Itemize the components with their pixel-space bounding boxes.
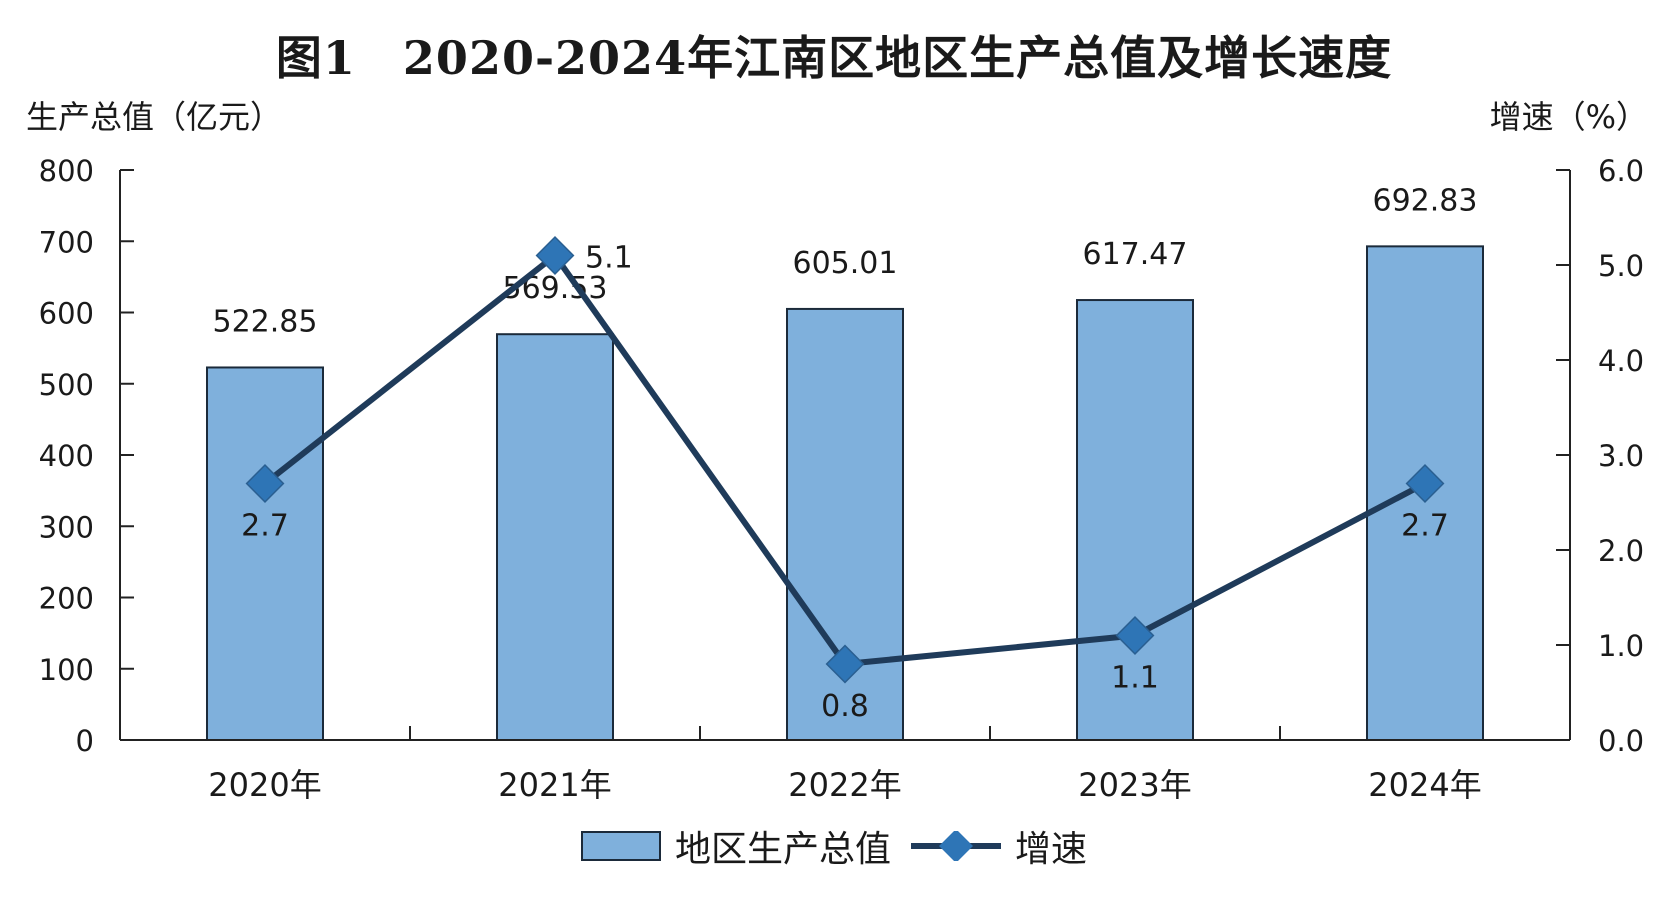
y-left-tick-label: 800 xyxy=(39,154,94,188)
x-tick-label: 2024年 xyxy=(1368,766,1481,804)
line-data-label: 0.8 xyxy=(821,689,869,724)
bar-data-label: 605.01 xyxy=(793,246,898,281)
y-left-tick-label: 100 xyxy=(39,653,94,687)
growth-marker xyxy=(1115,616,1155,655)
x-tick-label: 2021年 xyxy=(498,766,611,804)
bar-data-label: 522.85 xyxy=(213,304,318,339)
growth-marker xyxy=(245,464,285,503)
bar xyxy=(1076,299,1194,741)
x-tick-label: 2023年 xyxy=(1078,766,1191,804)
y-left-tick-label: 200 xyxy=(39,582,94,616)
line-data-label: 2.7 xyxy=(1401,509,1449,544)
y-left-tick-label: 600 xyxy=(39,297,94,331)
x-tick-label: 2022年 xyxy=(788,766,901,804)
y-left-tick-label: 0 xyxy=(76,724,94,758)
y-left-tick-label: 400 xyxy=(39,439,94,473)
bar-data-label: 617.47 xyxy=(1083,237,1188,272)
line-data-label: 2.7 xyxy=(241,509,289,544)
y-right-tick-label: 1.0 xyxy=(1598,629,1644,663)
y-right-tick-label: 5.0 xyxy=(1598,249,1644,283)
bar-data-label: 692.83 xyxy=(1373,183,1478,218)
y-right-tick-label: 2.0 xyxy=(1598,534,1644,568)
y-right-tick-label: 0.0 xyxy=(1598,724,1644,758)
y-left-tick-label: 500 xyxy=(39,368,94,402)
y-left-axis-title: 生产总值（亿元） xyxy=(26,98,283,136)
legend-item-line: 增速 xyxy=(891,820,1087,872)
y-right-tick-label: 4.0 xyxy=(1598,344,1644,378)
x-tick-label: 2020年 xyxy=(208,766,321,804)
legend-item-bar: 地区生产总值 xyxy=(580,820,891,872)
bar xyxy=(496,333,614,741)
y-left-tick-label: 700 xyxy=(39,225,94,259)
chart-plot: 0 100 200 300 400 500 600 700 800 0.0 1.0 2.0 3.0 4.0… xyxy=(39,154,1644,804)
line-data-label: 5.1 xyxy=(585,241,633,276)
bar-data-label: 569.53 xyxy=(503,271,608,306)
line-data-label: 1.1 xyxy=(1111,661,1159,696)
growth-marker xyxy=(535,236,575,275)
bar xyxy=(206,366,324,741)
legend-bar-label: 地区生产总值 xyxy=(674,829,891,870)
growth-marker xyxy=(825,644,865,684)
y-left-tick-label: 300 xyxy=(39,510,94,544)
legend-bar-swatch xyxy=(580,831,661,861)
y-right-tick-label: 6.0 xyxy=(1598,154,1644,188)
y-right-tick-label: 3.0 xyxy=(1598,439,1644,473)
legend: 地区生产总值 增速 xyxy=(0,820,1668,872)
growth-marker xyxy=(1405,464,1445,503)
chart-title: 图1 2020-2024年江南区地区生产总值及增长速度 xyxy=(275,31,1393,85)
legend-line-swatch xyxy=(911,831,1001,861)
y-right-axis-title: 增速（%） xyxy=(1489,98,1648,136)
legend-line-label: 增速 xyxy=(1015,829,1088,870)
